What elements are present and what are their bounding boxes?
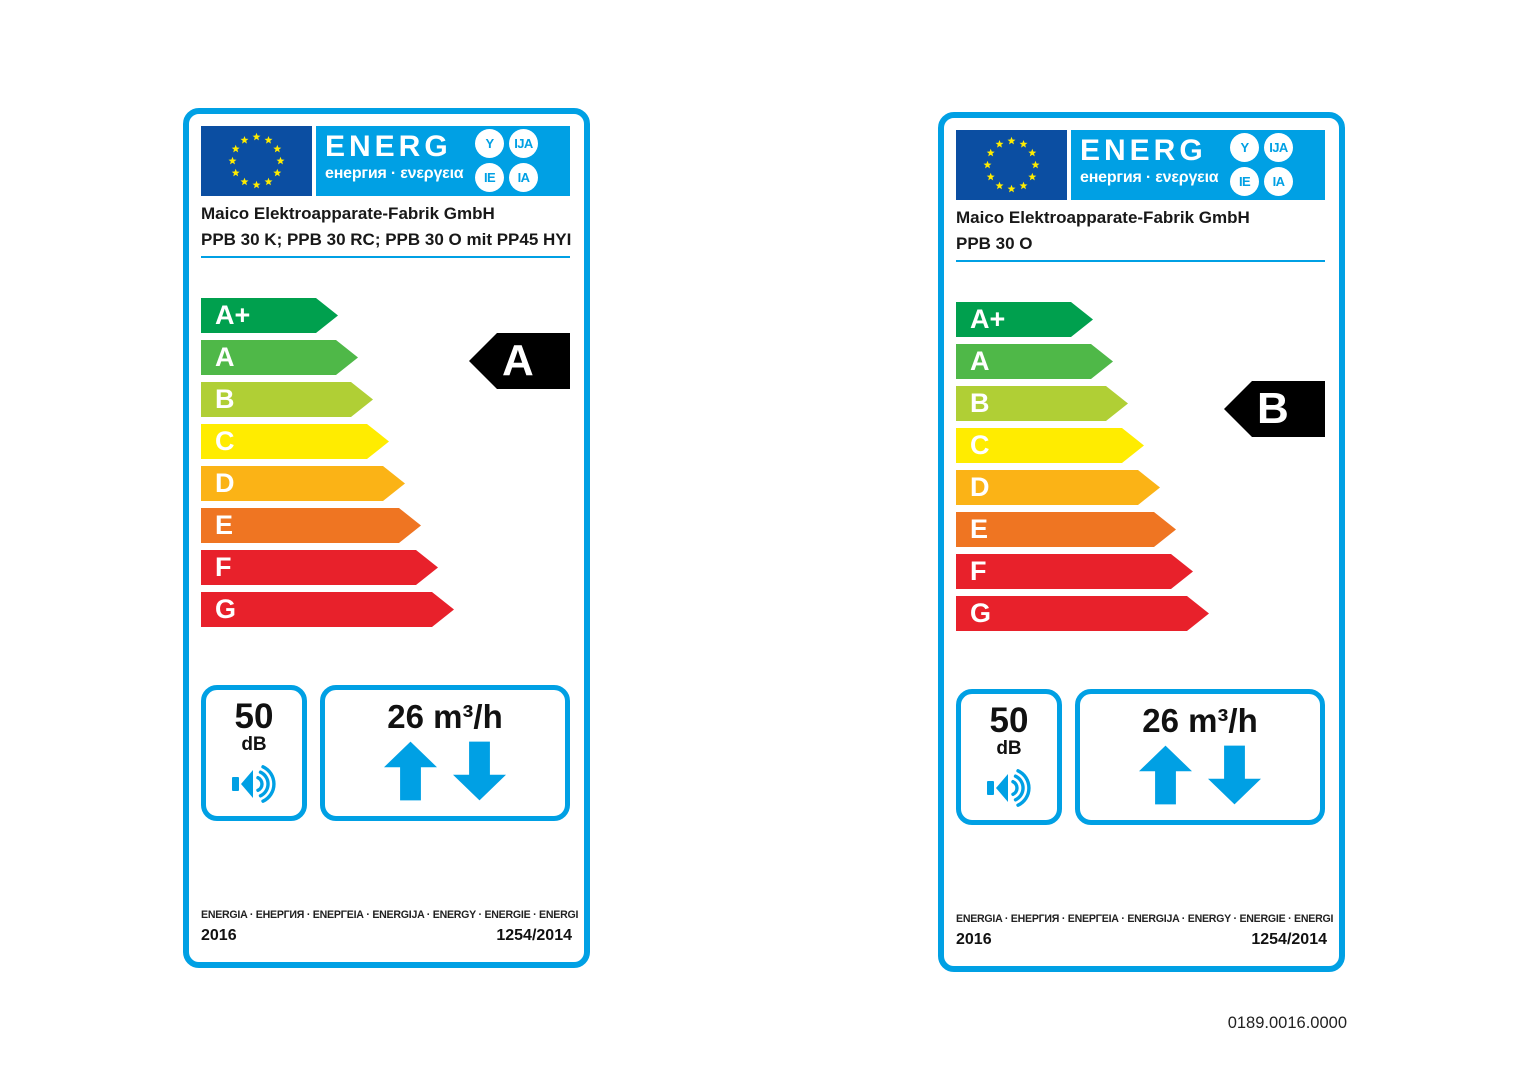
regulation-number: 1254/2014 <box>1251 931 1327 948</box>
rating-letter: B <box>1257 384 1289 433</box>
divider <box>956 260 1325 262</box>
airflow-arrows <box>384 740 506 802</box>
noise-value: 50 <box>989 701 1029 740</box>
noise-value: 50 <box>234 697 274 736</box>
energy-class-letter: D <box>970 472 990 502</box>
energy-class-scale: A+ A B C D E F G <box>201 298 454 634</box>
energy-class-letter: G <box>215 594 237 624</box>
language-badge-ie: IE <box>1230 167 1259 196</box>
speaker-icon <box>987 769 1031 807</box>
languages-line: ENERGIA · ЕНЕРГИЯ · ΕΝΕΡΓΕΙΑ · ENERGIJA … <box>956 913 1334 925</box>
energy-class-letter: A+ <box>215 300 251 330</box>
energ-logo: ENERG енергия · ενεργεια Y IJA IE IA <box>1071 130 1325 200</box>
airflow-box: 26 m³/h <box>1075 689 1325 825</box>
airflow-box: 26 m³/h <box>320 685 570 821</box>
energy-class-letter: F <box>970 556 987 586</box>
energy-class-bar-d: D <box>201 466 405 501</box>
energy-class-letter: D <box>215 468 235 498</box>
energ-subtitle: енергия · ενεργεια <box>1080 169 1219 186</box>
energ-title: ENERG <box>325 130 452 163</box>
label-header: ENERG енергия · ενεργεια Y IJA IE IA <box>956 130 1325 200</box>
languages-line: ENERGIA · ЕНЕРГИЯ · ΕΝΕΡΓΕΙΑ · ENERGIJA … <box>201 909 579 921</box>
energy-class-bar-a-plus: A+ <box>201 298 338 333</box>
regulation-number: 1254/2014 <box>496 927 572 944</box>
arrow-down-icon <box>453 741 506 801</box>
energy-class-bar-d: D <box>956 470 1160 505</box>
energy-class-letter: E <box>215 510 234 540</box>
label-header: ENERG енергия · ενεργεια Y IJA IE IA <box>201 126 570 196</box>
noise-unit: dB <box>241 734 267 755</box>
airflow-value: 26 m³/h <box>1142 702 1258 739</box>
energy-class-bar-a: A <box>201 340 358 375</box>
noise-unit: dB <box>996 738 1022 759</box>
energy-class-bar-c: C <box>956 428 1144 463</box>
airflow-value: 26 m³/h <box>387 698 503 735</box>
energy-class-bar-f: F <box>956 554 1193 589</box>
rating-arrow: A <box>469 333 570 389</box>
energy-class-bar-b: B <box>956 386 1128 421</box>
language-badge-ia: IA <box>509 163 538 192</box>
eu-flag-icon <box>956 130 1067 200</box>
energy-class-bar-g: G <box>956 596 1209 631</box>
energ-subtitle: енергия · ενεργεια <box>325 165 464 182</box>
energy-class-letter: B <box>215 384 235 414</box>
eu-flag-icon <box>201 126 312 196</box>
energy-label-left: ENERG енергия · ενεργεια Y IJA IE IA Mai… <box>183 108 590 968</box>
language-badge-y: Y <box>1230 133 1259 162</box>
language-badge-ia: IA <box>1264 167 1293 196</box>
energy-class-letter: A+ <box>970 304 1006 334</box>
language-badge-ija: IJA <box>1264 133 1293 162</box>
energy-class-letter: G <box>970 598 992 628</box>
language-badge-y: Y <box>475 129 504 158</box>
product-code: 0189.0016.0000 <box>1227 1014 1347 1032</box>
energy-class-bar-c: C <box>201 424 389 459</box>
energy-class-letter: F <box>215 552 232 582</box>
energy-class-bar-a: A <box>956 344 1113 379</box>
rating-arrow: B <box>1224 381 1325 437</box>
energ-logo: ENERG енергия · ενεργεια Y IJA IE IA <box>316 126 570 196</box>
energy-label-right: ENERG енергия · ενεργεια Y IJA IE IA Mai… <box>938 112 1345 972</box>
label-year: 2016 <box>201 927 237 944</box>
energy-class-scale: A+ A B C D E F G <box>956 302 1209 638</box>
energy-class-bar-b: B <box>201 382 373 417</box>
energy-class-bar-e: E <box>956 512 1176 547</box>
energy-class-bar-g: G <box>201 592 454 627</box>
energy-class-letter: C <box>970 430 990 460</box>
energ-title: ENERG <box>1080 134 1207 167</box>
arrow-down-icon <box>1208 745 1261 805</box>
noise-box: 50 dB <box>201 685 307 821</box>
model-name: PPB 30 K; PPB 30 RC; PPB 30 O mit PP45 H… <box>201 230 572 249</box>
arrow-up-icon <box>1139 745 1192 805</box>
energy-class-letter: A <box>970 346 990 376</box>
airflow-arrows <box>1139 744 1261 806</box>
divider <box>201 256 570 258</box>
language-badge-ie: IE <box>475 163 504 192</box>
language-badge-ija: IJA <box>509 129 538 158</box>
energy-class-letter: A <box>215 342 235 372</box>
supplier-name: Maico Elektroapparate-Fabrik GmbH <box>956 208 1250 227</box>
energy-class-letter: C <box>215 426 235 456</box>
rating-letter: A <box>502 336 534 385</box>
energy-class-bar-a-plus: A+ <box>956 302 1093 337</box>
model-name: PPB 30 O <box>956 234 1033 253</box>
speaker-icon <box>232 765 276 803</box>
supplier-name: Maico Elektroapparate-Fabrik GmbH <box>201 204 495 223</box>
arrow-up-icon <box>384 741 437 801</box>
noise-box: 50 dB <box>956 689 1062 825</box>
energy-class-letter: E <box>970 514 989 544</box>
energy-class-bar-e: E <box>201 508 421 543</box>
label-year: 2016 <box>956 931 992 948</box>
energy-class-letter: B <box>970 388 990 418</box>
energy-class-bar-f: F <box>201 550 438 585</box>
